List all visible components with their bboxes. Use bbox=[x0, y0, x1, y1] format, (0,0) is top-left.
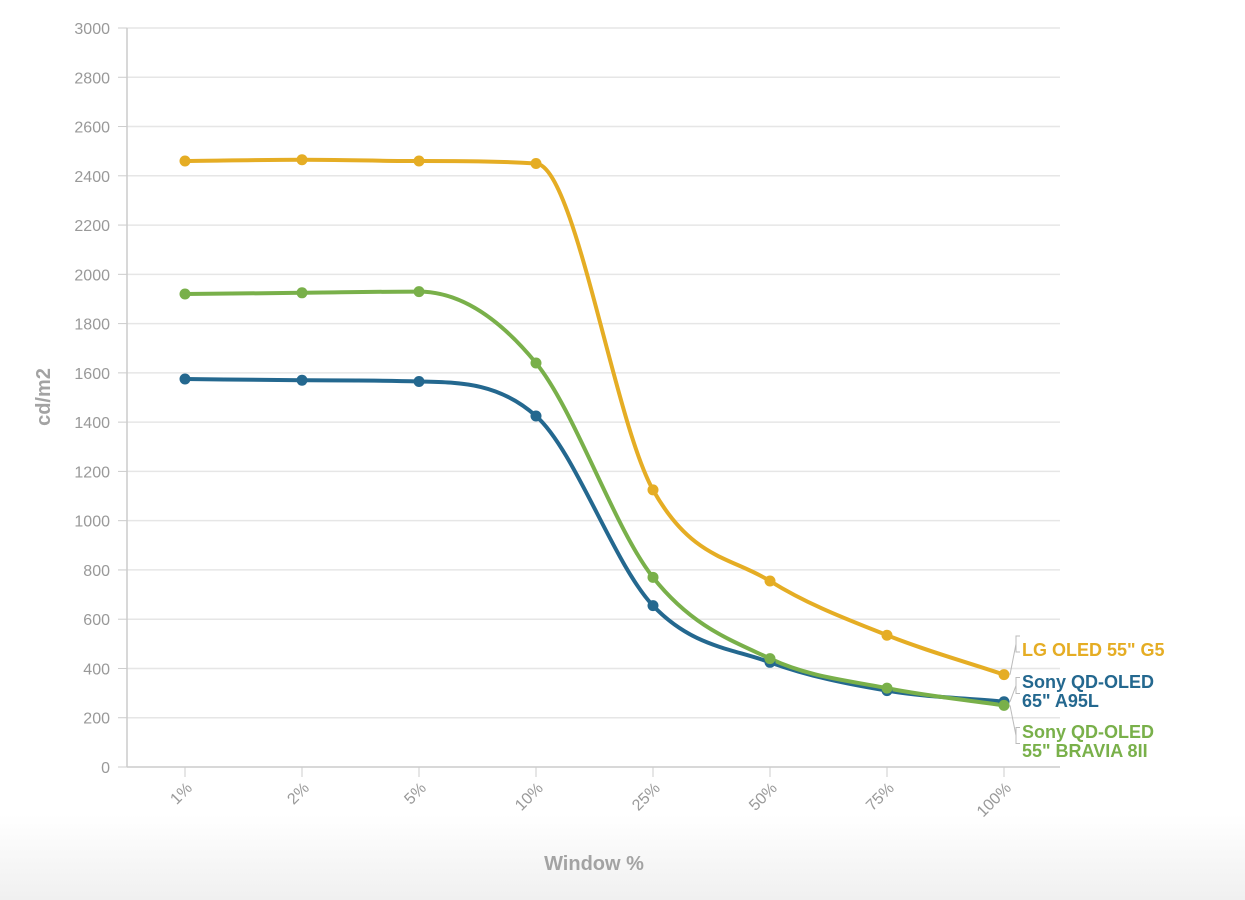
data-point bbox=[530, 157, 542, 169]
x-tick-label: 1% bbox=[167, 780, 195, 808]
y-tick-label: 1600 bbox=[74, 366, 110, 383]
y-tick-label: 3000 bbox=[74, 21, 110, 38]
data-point bbox=[179, 288, 191, 300]
y-axis-ticks: 0 200 400 600 800 1000 1200 1400 1600 1800 2000 220… bbox=[74, 21, 110, 777]
series-line-lg-oled-55-g5 bbox=[183, 157, 1006, 677]
series-label-lg-oled-55-g5: LG OLED 55" G5 bbox=[1022, 640, 1165, 660]
axes bbox=[118, 27, 1060, 777]
y-tick-label: 800 bbox=[83, 563, 110, 580]
data-point bbox=[296, 374, 308, 386]
data-point bbox=[881, 629, 893, 641]
data-point bbox=[764, 575, 776, 587]
data-point bbox=[413, 286, 425, 298]
y-tick-label: 400 bbox=[83, 661, 110, 678]
data-point bbox=[647, 571, 659, 583]
y-tick-label: 2800 bbox=[74, 70, 110, 87]
data-point bbox=[530, 357, 542, 369]
data-point bbox=[998, 699, 1010, 711]
y-tick-label: 2400 bbox=[74, 169, 110, 186]
x-tick-label: 25% bbox=[629, 780, 664, 815]
y-tick-label: 2000 bbox=[74, 267, 110, 284]
x-tick-label: 75% bbox=[863, 780, 898, 815]
y-tick-label: 600 bbox=[83, 612, 110, 629]
series-line-sony-qd-oled-55-bravia-8ii bbox=[183, 289, 1006, 708]
y-axis-title: cd/m2 bbox=[33, 368, 55, 426]
y-tick-label: 0 bbox=[101, 760, 110, 777]
data-point bbox=[296, 287, 308, 299]
data-point bbox=[647, 484, 659, 496]
y-tick-label: 1200 bbox=[74, 464, 110, 481]
data-point bbox=[296, 154, 308, 166]
data-point bbox=[413, 375, 425, 387]
x-tick-label: 5% bbox=[401, 780, 429, 808]
data-point bbox=[647, 600, 659, 612]
series-line-sony-qd-oled-65-a95l bbox=[183, 377, 1006, 704]
series-label-sony-qd-oled-65-a95l: Sony QD-OLED bbox=[1022, 672, 1154, 692]
series-label-sony-qd-oled-65-a95l: 65" A95L bbox=[1022, 691, 1099, 711]
data-point bbox=[881, 682, 893, 694]
y-tick-label: 1800 bbox=[74, 317, 110, 334]
y-tick-label: 1000 bbox=[74, 514, 110, 531]
grid-lines bbox=[127, 27, 1060, 719]
series-label-sony-qd-oled-55-bravia-8ii: Sony QD-OLED bbox=[1022, 722, 1154, 742]
x-tick-label: 50% bbox=[746, 780, 781, 815]
series-lines bbox=[183, 157, 1006, 708]
data-point bbox=[413, 155, 425, 167]
series-label-sony-qd-oled-55-bravia-8ii: 55" BRAVIA 8II bbox=[1022, 741, 1148, 761]
data-point bbox=[179, 155, 191, 167]
x-axis-title: Window % bbox=[544, 853, 644, 875]
x-tick-label: 2% bbox=[284, 780, 312, 808]
x-tick-label: 100% bbox=[974, 780, 1015, 821]
label-leader bbox=[1009, 635, 1020, 675]
label-leader bbox=[1009, 705, 1020, 744]
data-point bbox=[764, 653, 776, 665]
data-point bbox=[998, 669, 1010, 681]
data-point bbox=[179, 373, 191, 385]
y-tick-label: 2200 bbox=[74, 218, 110, 235]
data-point bbox=[530, 410, 542, 422]
label-leader bbox=[1009, 677, 1020, 702]
x-axis-ticks: 1% 2% 5% 10% 25% 50% 75% 100% bbox=[167, 780, 1014, 821]
series-points bbox=[179, 154, 1010, 711]
x-tick-label: 10% bbox=[512, 780, 547, 815]
y-tick-label: 1400 bbox=[74, 415, 110, 432]
y-tick-label: 2600 bbox=[74, 120, 110, 137]
y-tick-label: 200 bbox=[83, 711, 110, 728]
